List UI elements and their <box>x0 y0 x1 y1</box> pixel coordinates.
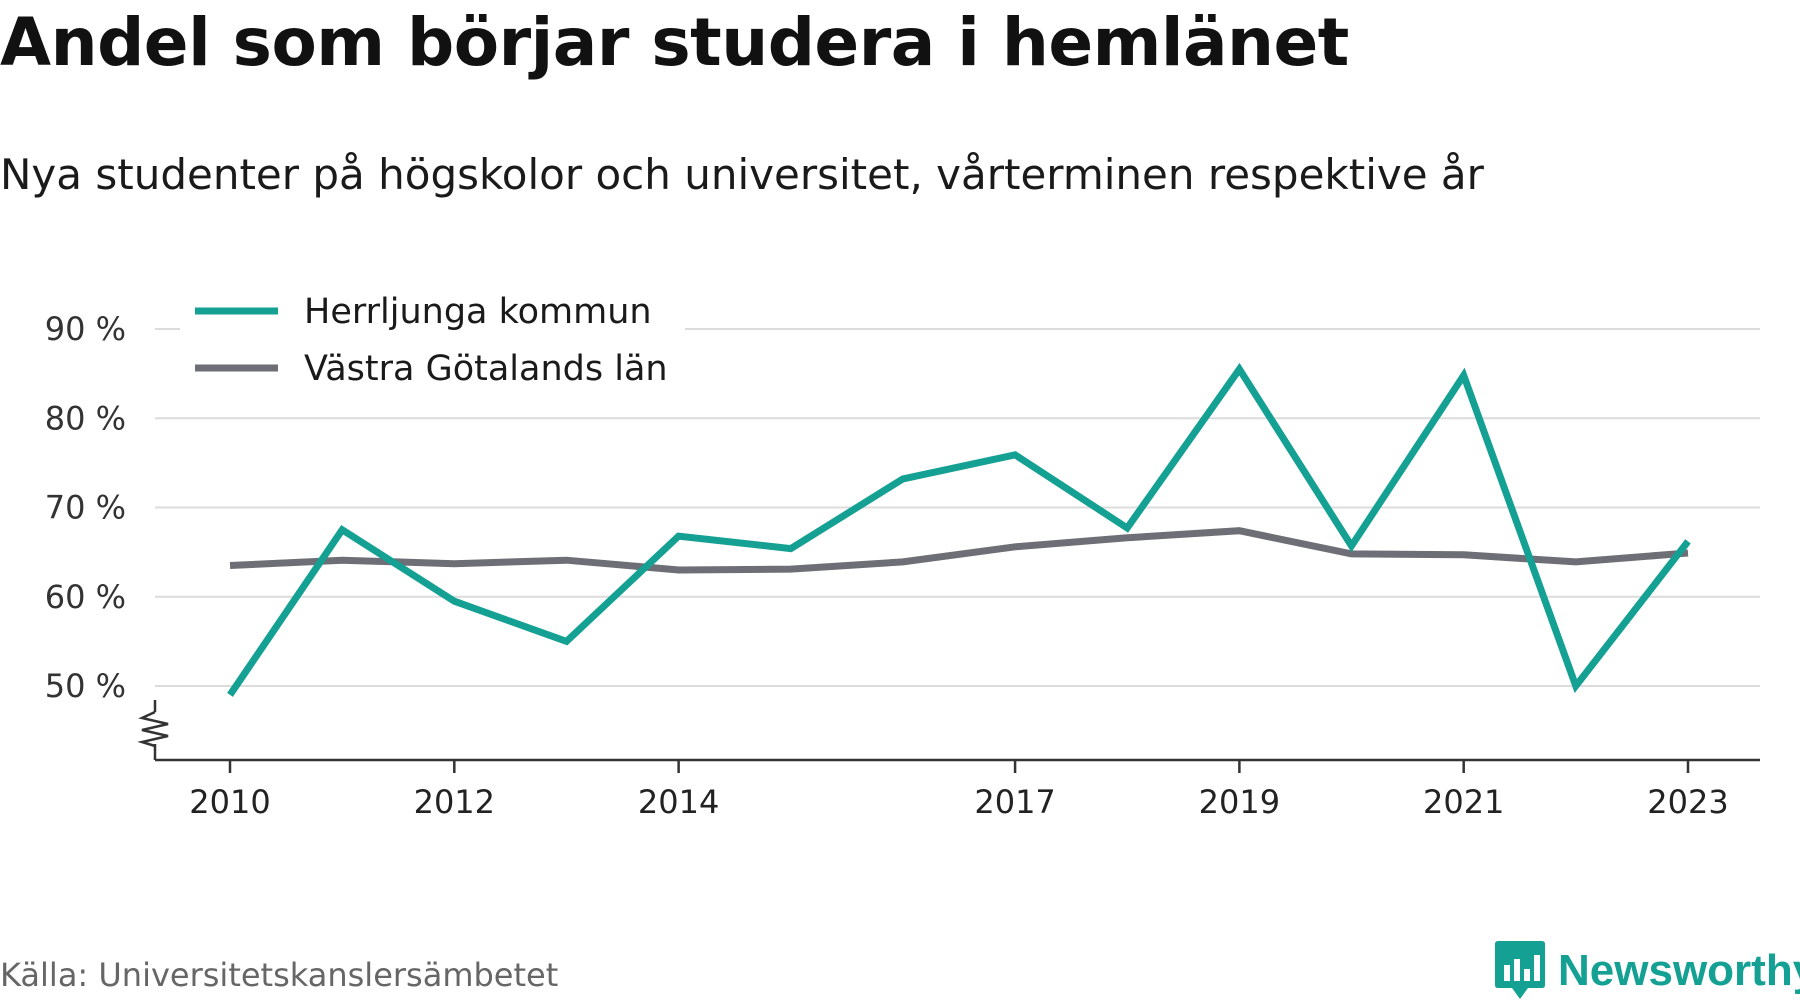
source-note: Källa: Universitetskanslersämbetet <box>0 956 559 994</box>
y-axis-tick-labels: 50 % 60 % 70 % 80 % 90 % <box>45 310 126 705</box>
legend: Herrljunga kommun Västra Götalands län <box>180 282 685 400</box>
chart-subtitle: Nya studenter på högskolor och universit… <box>0 150 1484 199</box>
brand-logo: Newsworthy <box>1494 939 1800 1003</box>
x-tick-label: 2010 <box>189 783 270 821</box>
chart-title: Andel som börjar studera i hemlänet <box>0 4 1349 81</box>
axes <box>137 700 1760 773</box>
x-tick-label: 2021 <box>1423 783 1504 821</box>
series-line-1 <box>229 527 1689 574</box>
y-tick-label: 50 % <box>45 667 126 705</box>
x-tick-label: 2023 <box>1647 783 1728 821</box>
y-tick-label: 80 % <box>45 399 126 437</box>
y-tick-label: 60 % <box>45 578 126 616</box>
legend-label: Herrljunga kommun <box>304 292 652 332</box>
legend-background <box>180 282 685 400</box>
legend-label: Västra Götalands län <box>304 349 668 389</box>
x-tick-label: 2014 <box>638 783 719 821</box>
x-tick-label: 2012 <box>414 783 495 821</box>
series-line-0 <box>227 362 1691 697</box>
series-lines <box>227 362 1691 697</box>
brand-name: Newsworthy <box>1558 946 1800 995</box>
x-tick-label: 2017 <box>974 783 1055 821</box>
axis-break-icon <box>137 710 169 748</box>
x-tick-label: 2019 <box>1199 783 1280 821</box>
y-tick-label: 70 % <box>45 489 126 527</box>
x-axis-tick-labels: 2010 2012 2014 2017 2019 2021 2023 <box>189 783 1728 821</box>
y-tick-label: 90 % <box>45 310 126 348</box>
newsworthy-logo-icon <box>1495 941 1545 999</box>
